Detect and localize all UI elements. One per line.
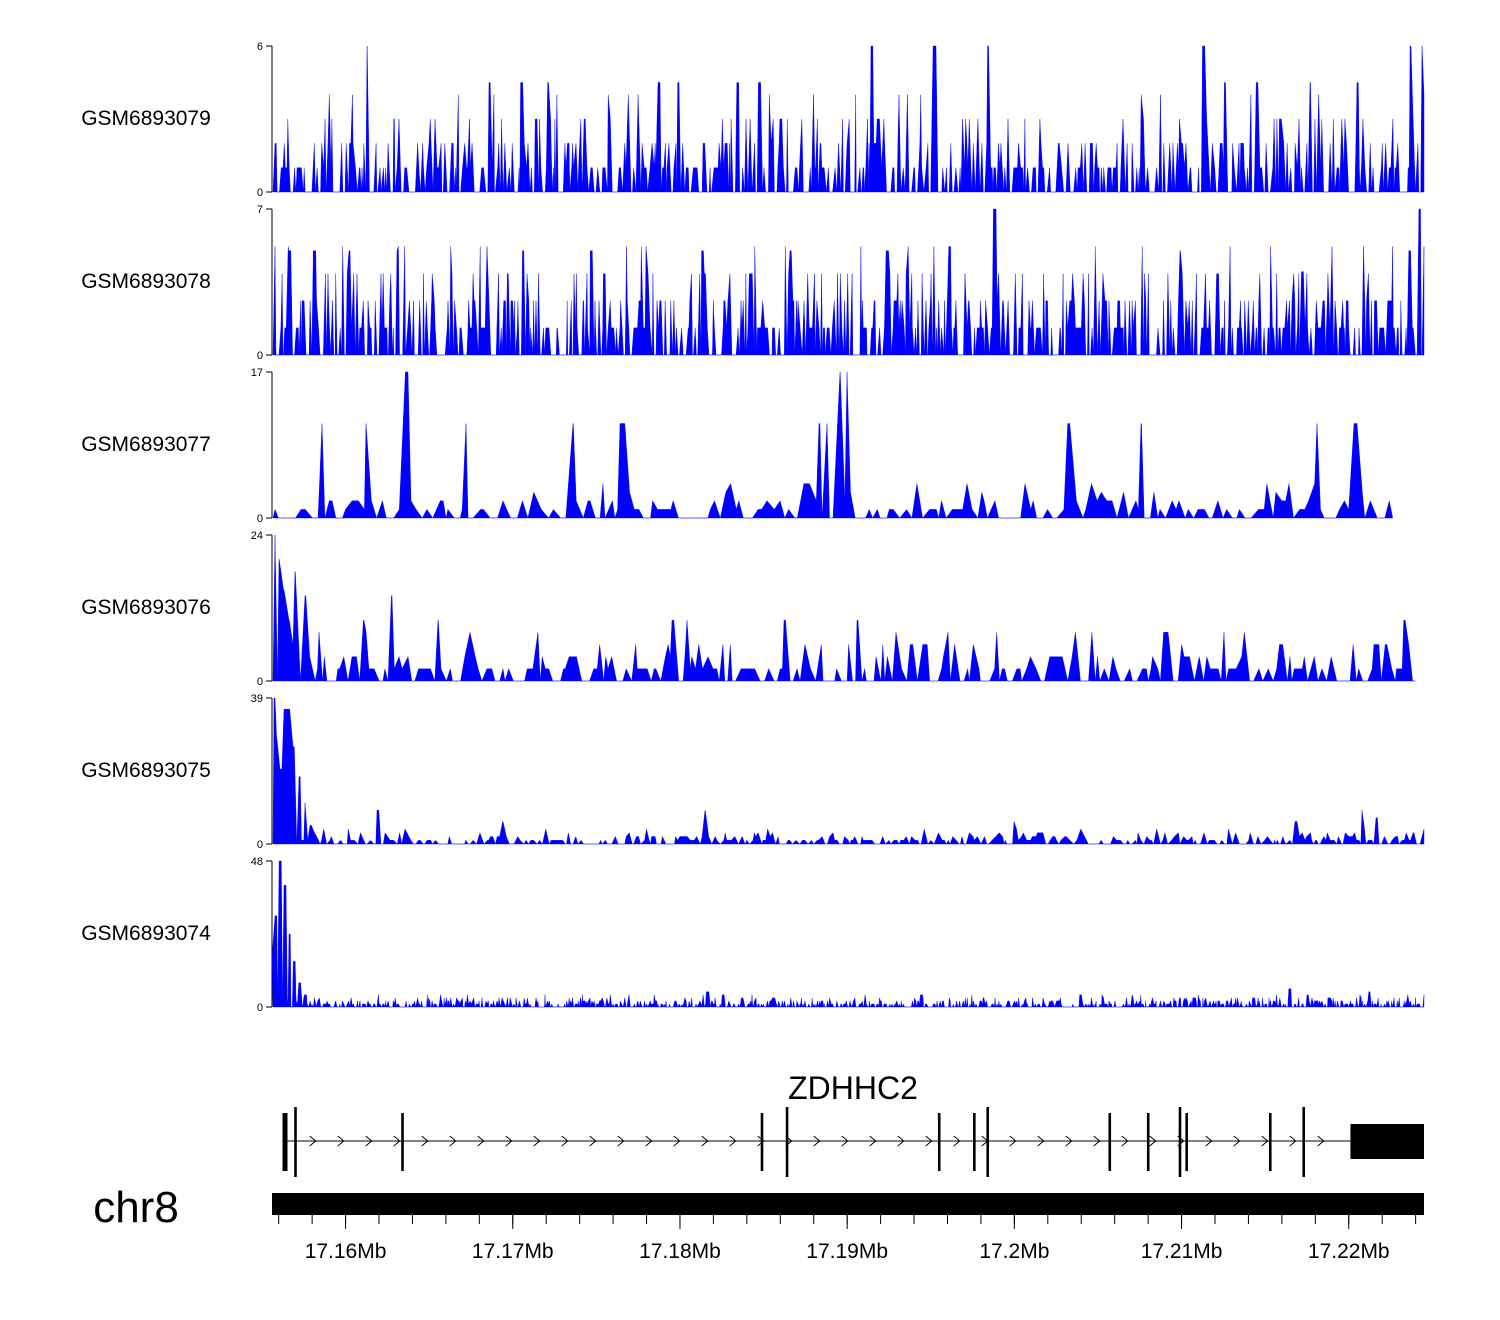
strand-arrow <box>673 1135 681 1147</box>
strand-arrow <box>1205 1135 1213 1147</box>
x-tick-label: 17.2Mb <box>979 1240 1049 1263</box>
coverage-area <box>271 860 1425 1008</box>
coverage-track: GSM6893079 6 0 <box>81 41 1425 199</box>
coverage-area <box>272 697 1425 845</box>
x-tick-label: 17.22Mb <box>1308 1240 1390 1263</box>
exon <box>1268 1113 1272 1171</box>
exon <box>1108 1113 1112 1171</box>
x-tick-label: 17.19Mb <box>806 1240 888 1263</box>
y-tick-label-min: 0 <box>257 350 263 362</box>
strand-arrow <box>1037 1135 1045 1147</box>
exon <box>1185 1113 1188 1171</box>
gene-label: ZDHHC2 <box>788 1070 918 1106</box>
strand-arrow <box>309 1135 317 1147</box>
strand-arrow <box>925 1135 933 1147</box>
strand-arrow <box>1009 1135 1017 1147</box>
coverage-tracks: GSM689307960GSM689307870GSM6893077170GSM… <box>81 41 1425 1014</box>
y-tick-label-min: 0 <box>257 839 263 851</box>
track-label: GSM6893075 <box>81 759 211 782</box>
coverage-track: GSM6893076 24 0 <box>81 530 1416 688</box>
exon <box>282 1113 288 1171</box>
gene-annotation-track: ZDHHC2 <box>282 1070 1424 1177</box>
strand-arrow <box>449 1135 457 1147</box>
strand-arrow <box>1233 1135 1241 1147</box>
exon <box>937 1113 941 1171</box>
track-label: GSM6893078 <box>81 270 211 293</box>
strand-arrow <box>1121 1135 1129 1147</box>
strand-arrow <box>393 1135 401 1147</box>
strand-arrow <box>841 1135 849 1147</box>
y-tick-label-max: 24 <box>251 530 263 542</box>
exon-3prime-block <box>1350 1124 1424 1159</box>
genomic-axis: 17.16Mb 17.17Mb 17.18Mb 17.19Mb 17.2Mb 17.21M… <box>278 1215 1417 1263</box>
strand-arrow <box>897 1135 905 1147</box>
coverage-track: GSM6893077 17 0 <box>81 367 1393 525</box>
strand-arrow <box>421 1135 429 1147</box>
strand-arrow <box>561 1135 569 1147</box>
strand-arrow <box>505 1135 513 1147</box>
x-tick-label: 17.16Mb <box>305 1240 387 1263</box>
y-tick-label-max: 7 <box>257 204 263 216</box>
exon <box>1302 1107 1306 1177</box>
exon <box>973 1113 976 1171</box>
strand-arrow <box>757 1135 765 1147</box>
strand-arrow <box>533 1135 541 1147</box>
strand-arrow <box>589 1135 597 1147</box>
chromosome-bar <box>272 1193 1424 1215</box>
strand-arrow <box>617 1135 625 1147</box>
strand-arrow <box>701 1135 709 1147</box>
strand-arrow <box>477 1135 485 1147</box>
coverage-track: GSM6893074 48 0 <box>81 856 1425 1014</box>
y-tick-label-min: 0 <box>257 187 263 199</box>
y-tick-label-max: 39 <box>251 693 263 705</box>
exon <box>294 1107 297 1177</box>
y-tick-label-min: 0 <box>257 513 263 525</box>
exon <box>401 1113 404 1171</box>
track-label: GSM6893074 <box>81 922 211 945</box>
y-tick-label-max: 48 <box>251 856 263 868</box>
strand-arrow <box>953 1135 961 1147</box>
coverage-track: GSM6893078 7 0 <box>81 204 1425 362</box>
coverage-track: GSM6893075 39 0 <box>81 693 1425 851</box>
chromosome-track: chr8 <box>93 1183 1424 1232</box>
y-tick-label-min: 0 <box>257 1002 263 1014</box>
x-tick-label: 17.17Mb <box>472 1240 554 1263</box>
exon <box>986 1107 990 1177</box>
exon <box>785 1107 789 1177</box>
strand-arrow <box>1261 1135 1269 1147</box>
track-label: GSM6893076 <box>81 596 211 619</box>
y-tick-label-max: 6 <box>257 41 263 53</box>
strand-arrow <box>365 1135 373 1147</box>
strand-arrow <box>813 1135 821 1147</box>
coverage-area <box>272 534 1416 682</box>
strand-arrow <box>1317 1135 1325 1147</box>
strand-arrow <box>1289 1135 1297 1147</box>
exon <box>1178 1107 1182 1177</box>
x-tick-label: 17.18Mb <box>639 1240 721 1263</box>
track-label: GSM6893079 <box>81 107 211 130</box>
strand-arrow <box>645 1135 653 1147</box>
exon <box>1146 1113 1150 1171</box>
strand-arrow <box>1065 1135 1073 1147</box>
strand-arrow <box>729 1135 737 1147</box>
exon <box>760 1113 764 1171</box>
track-label: GSM6893077 <box>81 433 211 456</box>
strand-arrow <box>1149 1135 1157 1147</box>
chromosome-label: chr8 <box>93 1183 179 1232</box>
strand-arrow <box>337 1135 345 1147</box>
y-tick-label-min: 0 <box>257 676 263 688</box>
coverage-area <box>272 45 1425 193</box>
x-tick-label: 17.21Mb <box>1141 1240 1223 1263</box>
strand-arrow <box>869 1135 877 1147</box>
coverage-area <box>272 208 1425 356</box>
strand-arrow <box>1093 1135 1101 1147</box>
y-tick-label-max: 17 <box>251 367 263 379</box>
coverage-area <box>272 371 1393 519</box>
